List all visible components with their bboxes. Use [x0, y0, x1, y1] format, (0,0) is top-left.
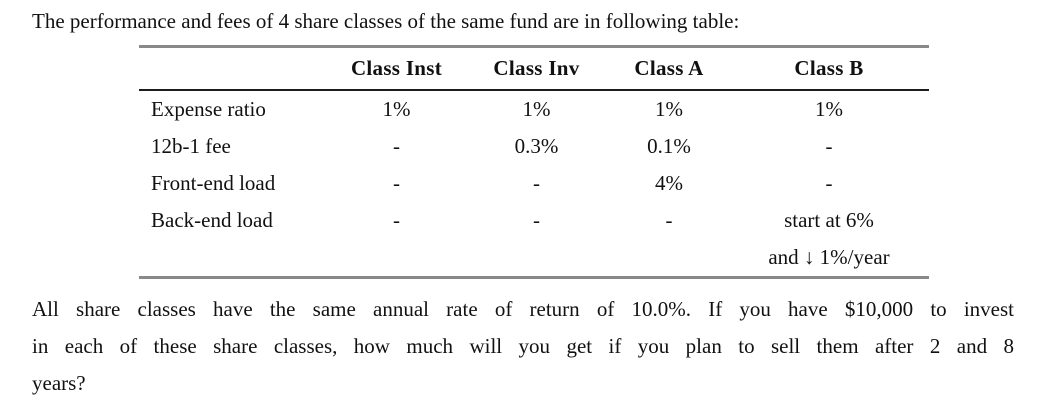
header-class-inv: Class Inv: [464, 46, 609, 91]
table-cell: 1%: [522, 97, 551, 121]
table-cell: 0.1%: [647, 134, 691, 158]
table-cell: -: [393, 208, 400, 232]
table-row-front-end-load: Front-end load - - 4% -: [139, 165, 929, 202]
table-cell: 1%: [815, 97, 843, 121]
row-label: Expense ratio: [151, 97, 266, 121]
intro-text: The performance and fees of 4 share clas…: [32, 9, 740, 33]
header-class-b: Class B: [729, 46, 929, 91]
header-class-a: Class A: [609, 46, 729, 91]
table-cell: [329, 239, 464, 278]
question-line-1: All share classes have the same annual r…: [32, 297, 1014, 321]
table-row-expense-ratio: Expense ratio 1% 1% 1% 1%: [139, 90, 929, 128]
row-label: Front-end load: [151, 171, 276, 195]
table-cell: -: [393, 134, 400, 158]
table-cell: 4%: [655, 171, 683, 195]
table-cell: 1%: [382, 97, 411, 121]
table-cell: -: [825, 134, 833, 158]
row-label: Back-end load: [151, 208, 273, 232]
table-cell: -: [533, 208, 540, 232]
table-cell: and ↓ 1%/year: [768, 245, 890, 269]
table-cell: [609, 239, 729, 278]
table-cell: [464, 239, 609, 278]
table-row-back-end-load-continued: and ↓ 1%/year: [139, 239, 929, 278]
share-class-fee-table: Class Inst Class Inv Class A Class B Exp…: [139, 45, 929, 279]
table-row-back-end-load: Back-end load - - - start at 6%: [139, 202, 929, 239]
table-cell: -: [533, 171, 540, 195]
question-text: All share classes have the same annual r…: [32, 291, 1014, 402]
header-empty-cell: [139, 46, 329, 91]
table-cell: -: [825, 171, 833, 195]
table-header-row: Class Inst Class Inv Class A Class B: [139, 46, 929, 91]
table-cell: 0.3%: [514, 134, 559, 158]
header-class-inst: Class Inst: [329, 46, 464, 91]
question-line-2: in each of these share classes, how much…: [32, 334, 1014, 358]
row-label: [139, 239, 329, 278]
table-cell: -: [393, 171, 400, 195]
table-row-12b1-fee: 12b-1 fee - 0.3% 0.1% -: [139, 128, 929, 165]
table-cell: -: [665, 208, 673, 232]
table-cell: start at 6%: [784, 208, 874, 232]
question-line-3: years?: [32, 371, 86, 395]
row-label: 12b-1 fee: [151, 134, 231, 158]
table-cell: 1%: [655, 97, 683, 121]
